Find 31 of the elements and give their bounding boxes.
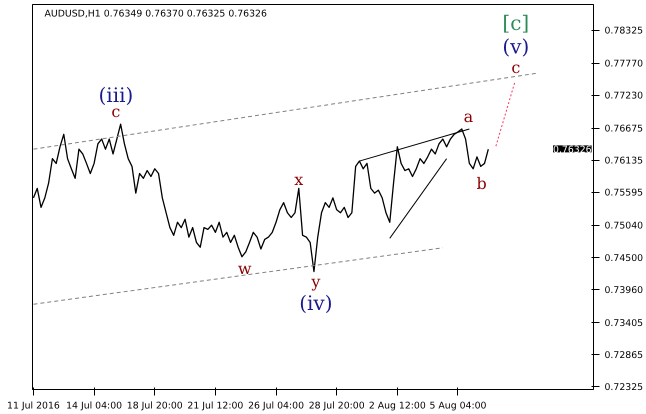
x-tick-label: 18 Jul 20:00 bbox=[126, 400, 183, 412]
y-tick-label: 0.78325 bbox=[604, 26, 644, 37]
x-tick-label: 28 Jul 20:00 bbox=[308, 400, 365, 412]
y-tick-label: 0.72325 bbox=[604, 382, 644, 394]
x-tick-label: 26 Jul 04:00 bbox=[248, 400, 304, 412]
annotation: [c] bbox=[502, 11, 530, 36]
annotation: c bbox=[511, 58, 520, 77]
y-tick-label: 0.75595 bbox=[604, 188, 644, 199]
annotation: y bbox=[310, 272, 320, 291]
x-tick-label: 11 Jul 2016 bbox=[7, 400, 60, 412]
annotation: 0.76326 bbox=[553, 144, 592, 156]
annotation: (v) bbox=[502, 34, 530, 59]
x-tick-label: 5 Aug 04:00 bbox=[430, 400, 487, 412]
x-tick-label: 21 Jul 12:00 bbox=[187, 400, 244, 412]
y-tick-label: 0.73405 bbox=[604, 318, 644, 329]
y-tick-label: 0.72865 bbox=[604, 350, 644, 361]
y-tick-label: 0.74500 bbox=[604, 252, 644, 264]
annotation: a bbox=[464, 106, 474, 126]
x-tick-label: 14 Jul 04:00 bbox=[66, 400, 122, 412]
x-tick-label: 2 Aug 12:00 bbox=[368, 400, 426, 412]
annotation: x bbox=[294, 170, 304, 189]
y-tick-label: 0.73960 bbox=[604, 284, 644, 296]
annotation: w bbox=[238, 259, 252, 278]
y-tick-label: 0.77230 bbox=[604, 90, 644, 102]
y-tick-label: 0.77770 bbox=[604, 58, 644, 70]
y-tick-label: 0.76135 bbox=[604, 156, 644, 167]
annotation: (iv) bbox=[299, 291, 333, 316]
annotation: b bbox=[476, 174, 487, 193]
y-tick-label: 0.75040 bbox=[604, 220, 644, 232]
y-tick-label: 0.76675 bbox=[604, 124, 644, 135]
chart-title: AUDUSD,H1 0.76349 0.76370 0.76325 0.76326 bbox=[44, 8, 267, 20]
